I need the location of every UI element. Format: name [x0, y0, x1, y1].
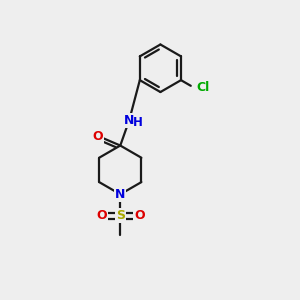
Text: O: O — [134, 209, 145, 222]
Text: O: O — [96, 209, 106, 222]
Text: N: N — [115, 188, 125, 201]
Text: N: N — [124, 114, 134, 127]
Text: O: O — [93, 130, 103, 142]
Text: S: S — [116, 209, 125, 222]
Text: Cl: Cl — [196, 81, 209, 94]
Text: H: H — [133, 116, 142, 129]
